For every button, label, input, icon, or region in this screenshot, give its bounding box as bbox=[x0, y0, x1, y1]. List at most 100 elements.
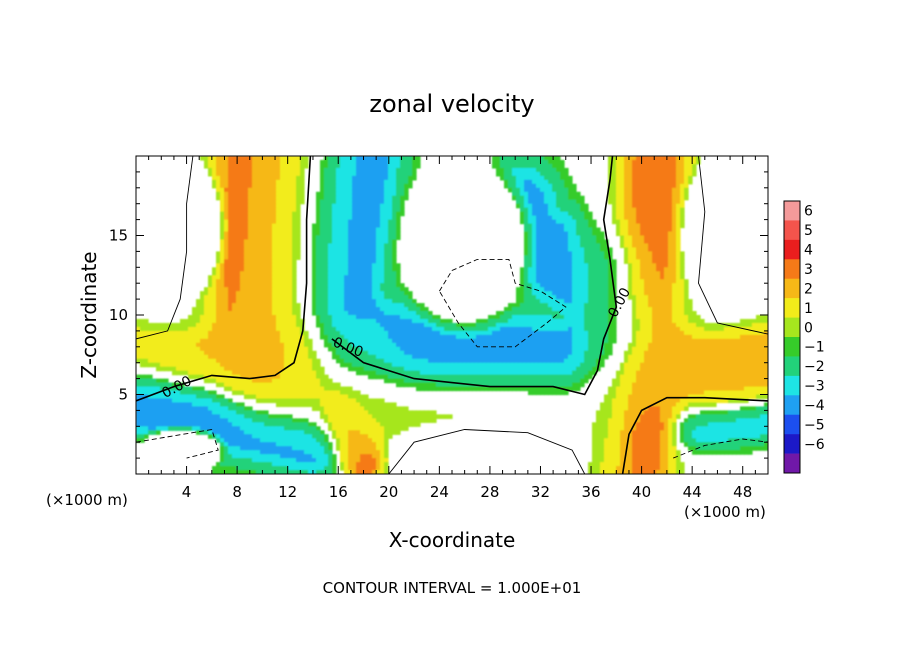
field-cell bbox=[392, 307, 397, 312]
field-cell bbox=[524, 311, 529, 316]
field-cell bbox=[640, 335, 645, 340]
field-cell bbox=[244, 164, 249, 169]
field-cell bbox=[140, 327, 145, 332]
field-cell bbox=[528, 192, 533, 197]
field-cell bbox=[628, 263, 633, 268]
field-cell bbox=[276, 247, 281, 252]
field-cell bbox=[228, 299, 233, 304]
field-cell bbox=[672, 160, 677, 165]
field-cell bbox=[544, 259, 549, 264]
field-cell bbox=[544, 255, 549, 260]
field-cell bbox=[240, 275, 245, 280]
field-cell bbox=[660, 188, 665, 193]
field-cell bbox=[732, 339, 737, 344]
field-cell bbox=[292, 307, 297, 312]
field-cell bbox=[372, 188, 377, 193]
field-cell bbox=[688, 168, 693, 173]
field-cell bbox=[256, 323, 261, 328]
field-cell bbox=[260, 319, 265, 324]
field-cell bbox=[360, 275, 365, 280]
field-cell bbox=[236, 263, 241, 268]
field-cell bbox=[268, 339, 273, 344]
field-cell bbox=[324, 192, 329, 197]
field-cell bbox=[660, 220, 665, 225]
field-cell bbox=[224, 232, 229, 237]
field-cell bbox=[208, 343, 213, 348]
field-cell bbox=[648, 243, 653, 248]
field-cell bbox=[592, 311, 597, 316]
field-cell bbox=[220, 339, 225, 344]
field-cell bbox=[312, 287, 317, 292]
field-cell bbox=[672, 224, 677, 229]
field-cell bbox=[136, 339, 141, 344]
field-cell bbox=[464, 339, 469, 344]
field-cell bbox=[680, 339, 685, 344]
field-cell bbox=[148, 351, 153, 356]
field-cell bbox=[624, 239, 629, 244]
field-cell bbox=[568, 343, 573, 348]
field-cell bbox=[376, 160, 381, 165]
field-cell bbox=[656, 343, 661, 348]
field-cell bbox=[672, 228, 677, 233]
field-cell bbox=[696, 315, 701, 320]
field-cell bbox=[560, 224, 565, 229]
field-cell bbox=[632, 303, 637, 308]
field-cell bbox=[520, 351, 525, 356]
field-cell bbox=[668, 319, 673, 324]
field-cell bbox=[548, 204, 553, 209]
field-cell bbox=[656, 303, 661, 308]
field-cell bbox=[208, 291, 213, 296]
field-cell bbox=[628, 204, 633, 209]
field-cell bbox=[548, 239, 553, 244]
field-cell bbox=[540, 275, 545, 280]
field-cell bbox=[652, 275, 657, 280]
field-cell bbox=[232, 311, 237, 316]
field-cell bbox=[756, 327, 761, 332]
field-cell bbox=[260, 271, 265, 276]
field-cell bbox=[292, 228, 297, 233]
field-cell bbox=[576, 331, 581, 336]
field-cell bbox=[528, 263, 533, 268]
field-cell bbox=[236, 283, 241, 288]
field-cell bbox=[248, 184, 253, 189]
field-cell bbox=[660, 208, 665, 213]
field-cell bbox=[296, 243, 301, 248]
field-cell bbox=[504, 315, 509, 320]
field-cell bbox=[200, 347, 205, 352]
field-cell bbox=[292, 311, 297, 316]
field-cell bbox=[228, 355, 233, 360]
field-cell bbox=[392, 156, 397, 161]
field-cell bbox=[636, 255, 641, 260]
field-cell bbox=[232, 188, 237, 193]
field-cell bbox=[540, 172, 545, 177]
field-cell bbox=[428, 319, 433, 324]
field-cell bbox=[240, 172, 245, 177]
field-cell bbox=[364, 204, 369, 209]
field-cell bbox=[568, 351, 573, 356]
field-cell bbox=[520, 331, 525, 336]
field-cell bbox=[504, 319, 509, 324]
field-cell bbox=[552, 275, 557, 280]
field-cell bbox=[672, 335, 677, 340]
field-cell bbox=[548, 275, 553, 280]
field-cell bbox=[200, 331, 205, 336]
field-cell bbox=[236, 204, 241, 209]
field-cell bbox=[252, 184, 257, 189]
field-cell bbox=[396, 232, 401, 237]
field-cell bbox=[640, 228, 645, 233]
field-cell bbox=[588, 275, 593, 280]
field-cell bbox=[236, 299, 241, 304]
field-cell bbox=[292, 212, 297, 217]
field-cell bbox=[372, 247, 377, 252]
field-cell bbox=[500, 339, 505, 344]
field-cell bbox=[368, 335, 373, 340]
field-cell bbox=[632, 255, 637, 260]
field-cell bbox=[380, 267, 385, 272]
field-cell bbox=[664, 263, 669, 268]
field-cell bbox=[596, 347, 601, 352]
field-cell bbox=[208, 299, 213, 304]
field-cell bbox=[372, 339, 377, 344]
field-cell bbox=[640, 319, 645, 324]
field-cell bbox=[208, 303, 213, 308]
field-cell bbox=[684, 331, 689, 336]
